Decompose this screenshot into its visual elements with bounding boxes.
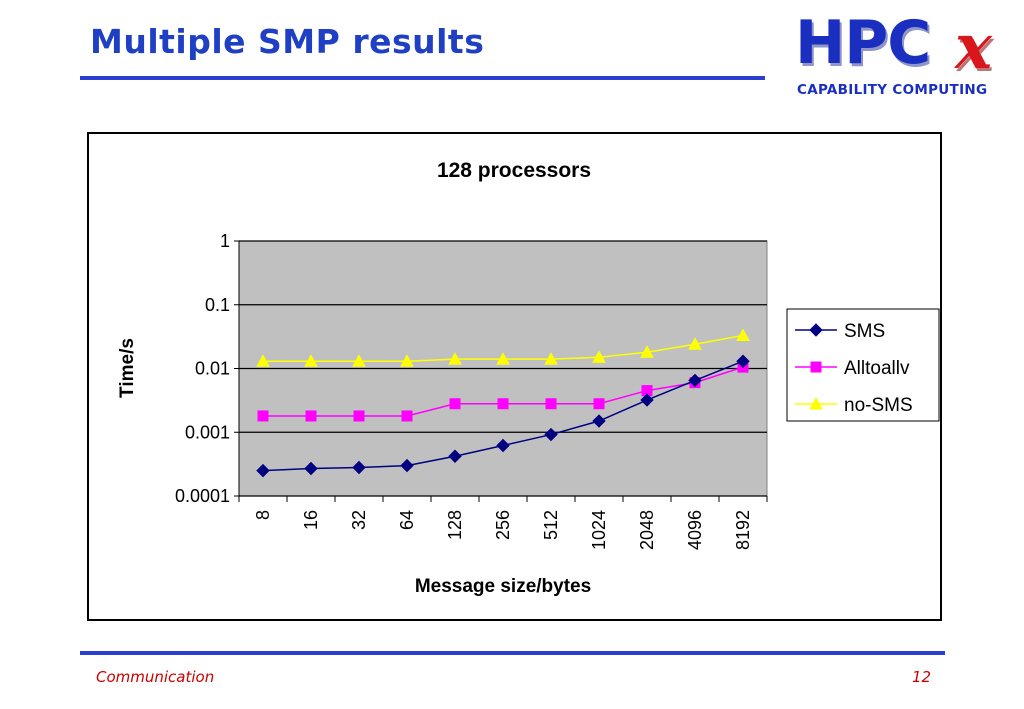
data-point xyxy=(304,354,318,367)
footer-section-label: Communication xyxy=(96,668,215,686)
logo-main-text: HPC xyxy=(795,8,931,78)
series-no-sms xyxy=(256,328,750,367)
x-tick-label: 32 xyxy=(349,510,369,530)
data-point xyxy=(352,354,366,367)
data-point xyxy=(449,398,461,410)
data-point xyxy=(544,427,558,442)
y-tick-label: 0.1 xyxy=(205,295,230,315)
x-tick-label: 256 xyxy=(493,510,513,540)
data-point xyxy=(256,463,270,478)
slide-title: Multiple SMP results xyxy=(90,22,485,61)
legend-item: no-SMS xyxy=(795,395,913,416)
y-tick-label: 1 xyxy=(220,231,230,251)
series-sms xyxy=(256,354,750,478)
data-point xyxy=(352,460,366,475)
x-tick-label: 8 xyxy=(253,510,273,520)
legend-marker xyxy=(809,396,823,410)
data-point xyxy=(257,410,269,422)
data-point xyxy=(400,354,414,367)
x-tick-label: 512 xyxy=(541,510,561,540)
x-tick-label: 64 xyxy=(397,510,417,530)
logo-subtitle: CAPABILITY COMPUTING xyxy=(797,82,988,98)
page-number: 12 xyxy=(912,668,932,686)
y-axis-label: Time/s xyxy=(117,338,138,398)
legend-marker xyxy=(809,323,823,337)
data-point xyxy=(496,438,510,453)
x-tick-label: 2048 xyxy=(637,510,657,550)
legend-marker xyxy=(810,361,822,373)
data-point xyxy=(353,410,365,422)
y-tick-label: 0.001 xyxy=(185,422,230,442)
data-point xyxy=(496,352,510,365)
title-divider xyxy=(80,76,765,80)
data-point xyxy=(544,352,558,365)
legend-label: SMS xyxy=(844,321,885,342)
data-point xyxy=(736,328,750,341)
legend-item: Alltoallv xyxy=(795,358,910,379)
hpcx-logo: HPC x CAPABILITY COMPUTING xyxy=(795,10,1015,105)
chart-frame: 1 0.1 0.01 0.001 0.0001 8 16 32 64 128 256 512 1024 2… xyxy=(87,132,942,621)
data-point xyxy=(688,373,702,388)
data-point xyxy=(640,393,654,407)
footer-divider xyxy=(80,651,945,655)
x-tick-label: 1024 xyxy=(589,510,609,550)
data-point xyxy=(256,354,270,367)
legend-label: Alltoallv xyxy=(844,358,910,379)
legend: SMS Alltoallv no-SMS xyxy=(786,308,940,422)
chart-title: 128 processors xyxy=(437,159,591,182)
logo-x-mark: x xyxy=(955,10,992,83)
data-point xyxy=(593,398,605,410)
x-axis-label: Message size/bytes xyxy=(415,576,591,597)
legend-label: no-SMS xyxy=(844,395,913,416)
data-point xyxy=(448,352,462,365)
data-point xyxy=(401,410,413,422)
y-tick-label: 0.0001 xyxy=(175,486,230,506)
data-point xyxy=(640,345,654,358)
data-point xyxy=(736,354,750,368)
data-point xyxy=(304,461,318,476)
legend-item: SMS xyxy=(795,321,885,342)
x-tick-label: 128 xyxy=(445,510,465,540)
x-tick-label: 8192 xyxy=(733,510,753,550)
data-point xyxy=(545,398,557,410)
data-point xyxy=(448,449,462,463)
data-point xyxy=(592,350,606,363)
data-point xyxy=(305,410,317,422)
data-point xyxy=(497,398,509,410)
x-tick-label: 4096 xyxy=(685,510,705,550)
x-tick-label: 16 xyxy=(301,510,321,530)
data-point xyxy=(592,414,606,428)
data-point xyxy=(400,458,414,473)
y-tick-label: 0.01 xyxy=(195,359,230,379)
data-point xyxy=(688,337,702,350)
line-chart: 1 0.1 0.01 0.001 0.0001 8 16 32 64 128 256 512 1024 2… xyxy=(117,159,940,597)
